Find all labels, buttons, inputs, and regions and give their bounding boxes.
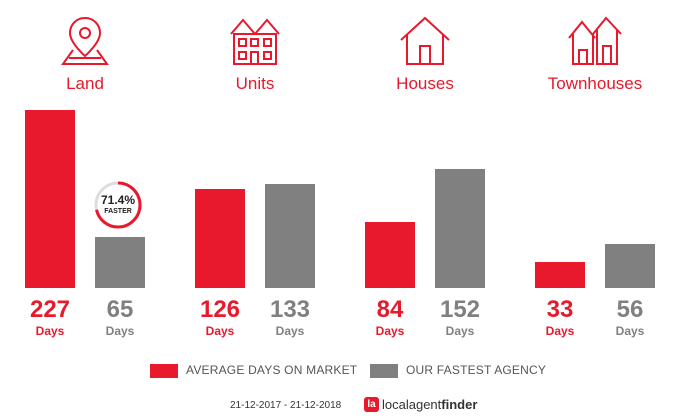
- bar-townhouses-average: [535, 262, 585, 288]
- faster-badge-arc: [94, 181, 142, 229]
- bar-units-fastest: [265, 184, 315, 288]
- bar-units-average: [195, 189, 245, 288]
- value-label-houses-fastest: 152: [439, 296, 481, 323]
- unit-label-houses-average: Days: [375, 324, 405, 338]
- legend-swatch-average: [150, 364, 178, 378]
- value-label-units-fastest: 133: [269, 296, 311, 323]
- category-label-land: Land: [66, 74, 104, 93]
- map-pin-icon: [55, 12, 115, 72]
- unit-label-land-fastest: Days: [105, 324, 135, 338]
- faster-badge-label: FASTER: [104, 208, 132, 215]
- faster-badge-percent: 71.4%: [100, 193, 136, 207]
- bar-land-fastest: [95, 237, 145, 288]
- unit-label-townhouses-average: Days: [545, 324, 575, 338]
- townhouses-icon: [565, 12, 625, 72]
- unit-label-units-fastest: Days: [275, 324, 305, 338]
- unit-label-units-average: Days: [205, 324, 235, 338]
- house-icon: [395, 12, 455, 72]
- category-label-townhouses: Townhouses: [547, 74, 643, 93]
- legend-label-average: AVERAGE DAYS ON MARKET: [186, 363, 358, 377]
- value-label-townhouses-fastest: 56: [616, 296, 644, 323]
- unit-label-land-average: Days: [35, 324, 65, 338]
- value-label-townhouses-average: 33: [546, 296, 574, 323]
- logo-text: localagentfinder: [382, 396, 478, 412]
- value-label-land-fastest: 65: [106, 296, 134, 323]
- unit-label-houses-fastest: Days: [445, 324, 475, 338]
- units-building-icon: [225, 12, 285, 72]
- bar-houses-fastest: [435, 169, 485, 288]
- bar-land-average: [25, 110, 75, 288]
- faster-badge: 71.4% FASTER: [94, 181, 142, 229]
- logo-mark-icon: la: [364, 396, 379, 412]
- category-label-units: Units: [235, 74, 275, 93]
- bar-townhouses-fastest: [605, 244, 655, 288]
- bar-houses-average: [365, 222, 415, 288]
- date-range: 21-12-2017 - 21-12-2018: [230, 400, 342, 411]
- value-label-houses-average: 84: [376, 296, 404, 323]
- unit-label-townhouses-fastest: Days: [615, 324, 645, 338]
- value-label-units-average: 126: [199, 296, 241, 323]
- value-label-land-average: 227: [29, 296, 71, 323]
- legend-label-fastest: OUR FASTEST AGENCY: [406, 363, 547, 377]
- localagentfinder-logo: la localagentfinder: [364, 395, 477, 413]
- category-label-houses: Houses: [396, 74, 454, 93]
- legend-swatch-fastest: [370, 364, 398, 378]
